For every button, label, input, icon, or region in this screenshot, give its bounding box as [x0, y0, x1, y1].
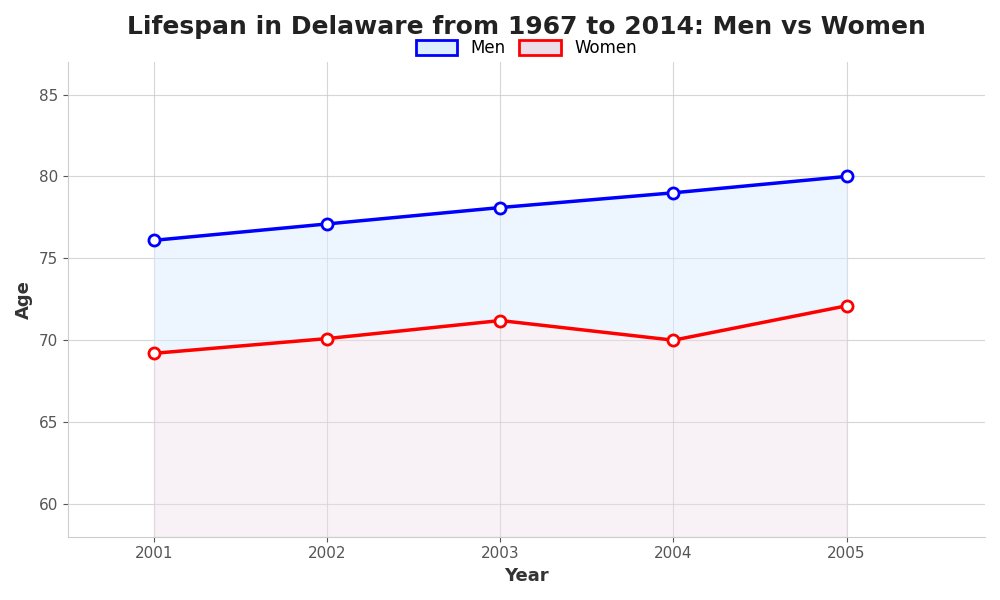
X-axis label: Year: Year: [504, 567, 549, 585]
Legend: Men, Women: Men, Women: [409, 32, 644, 64]
Title: Lifespan in Delaware from 1967 to 2014: Men vs Women: Lifespan in Delaware from 1967 to 2014: …: [127, 15, 926, 39]
Y-axis label: Age: Age: [15, 280, 33, 319]
